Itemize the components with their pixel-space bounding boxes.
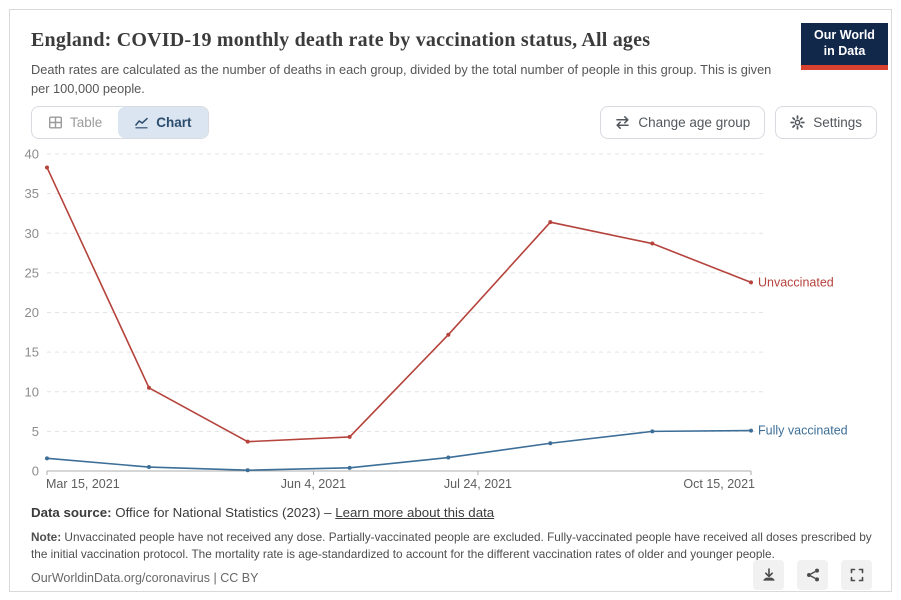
data-point-fully-vaccinated[interactable] [446,455,451,460]
y-tick-label: 15 [25,345,39,360]
data-point-fully-vaccinated[interactable] [749,428,753,433]
x-tick-label: Mar 15, 2021 [46,477,120,491]
y-tick-label: 25 [25,265,39,280]
share-icon [805,567,821,583]
swap-arrows-icon [615,115,630,130]
table-icon [48,115,63,130]
gear-icon [790,115,805,130]
page-title: England: COVID-19 monthly death rate by … [31,29,651,51]
data-point-unvaccinated[interactable] [347,434,352,439]
data-point-unvaccinated[interactable] [446,332,451,337]
data-point-fully-vaccinated[interactable] [45,456,49,461]
chart-controls: Change age group Settings [600,106,877,139]
y-tick-label: 5 [32,424,39,439]
tab-chart[interactable]: Chart [118,107,208,138]
x-tick-label: Jul 24, 2021 [444,477,512,491]
view-tabs: Table Chart [31,106,209,139]
data-point-fully-vaccinated[interactable] [548,441,553,446]
y-tick-label: 35 [25,186,39,201]
series-label-fully-vaccinated: Fully vaccinated [758,424,848,438]
y-tick-label: 30 [25,226,39,241]
tab-chart-label: Chart [156,115,192,130]
data-source-text: Office for National Statistics (2023) – [111,505,336,520]
change-age-group-button[interactable]: Change age group [600,106,766,139]
data-source-line: Data source: Office for National Statist… [31,505,494,520]
y-tick-label: 0 [32,464,39,479]
data-point-fully-vaccinated[interactable] [650,429,655,434]
note-text: Unvaccinated people have not received an… [31,530,872,562]
data-point-fully-vaccinated[interactable] [347,465,352,470]
data-source-label: Data source: [31,505,112,520]
line-chart-icon [134,115,149,130]
download-button[interactable] [753,560,784,590]
share-button[interactable] [797,560,828,590]
series-label-unvaccinated: Unvaccinated [758,275,834,289]
y-tick-label: 10 [25,384,39,399]
fullscreen-icon [849,567,865,583]
series-line-unvaccinated [46,167,752,443]
data-point-fully-vaccinated[interactable] [146,465,151,470]
owid-logo-line2: in Data [823,44,866,58]
data-point-unvaccinated[interactable] [650,241,655,246]
grapher-card: England: COVID-19 monthly death rate by … [9,9,892,592]
data-point-unvaccinated[interactable] [548,220,553,225]
x-tick-label: Oct 15, 2021 [683,477,755,491]
tab-table-label: Table [70,115,103,130]
settings-label: Settings [813,115,862,130]
data-point-unvaccinated[interactable] [245,439,250,444]
data-point-unvaccinated[interactable] [45,165,49,170]
data-point-unvaccinated[interactable] [749,280,753,285]
download-icon [761,567,777,583]
owid-logo: Our World in Data [801,23,888,70]
y-tick-label: 20 [25,305,39,320]
owid-logo-line1: Our World [814,28,875,43]
data-point-fully-vaccinated[interactable] [245,468,250,473]
citation: OurWorldinData.org/coronavirus | CC BY [31,571,259,585]
note-line: Note: Unvaccinated people have not recei… [31,529,879,563]
x-tick-label: Jun 4, 2021 [281,477,346,491]
change-age-group-label: Change age group [638,115,751,130]
action-buttons [753,560,872,590]
data-point-unvaccinated[interactable] [146,385,151,390]
settings-button[interactable]: Settings [775,106,877,139]
fullscreen-button[interactable] [841,560,872,590]
note-label: Note: [31,530,62,544]
chart-subtitle: Death rates are calculated as the number… [31,62,772,97]
tab-table[interactable]: Table [32,107,118,138]
y-tick-label: 40 [25,147,39,162]
learn-more-link[interactable]: Learn more about this data [335,505,495,520]
chart-svg: 0 5 10 15 20 25 30 35 40 Mar 15, 2021 Jun 4, 2021 J… [25,147,848,492]
series-line-fully-vaccinated [46,429,752,472]
